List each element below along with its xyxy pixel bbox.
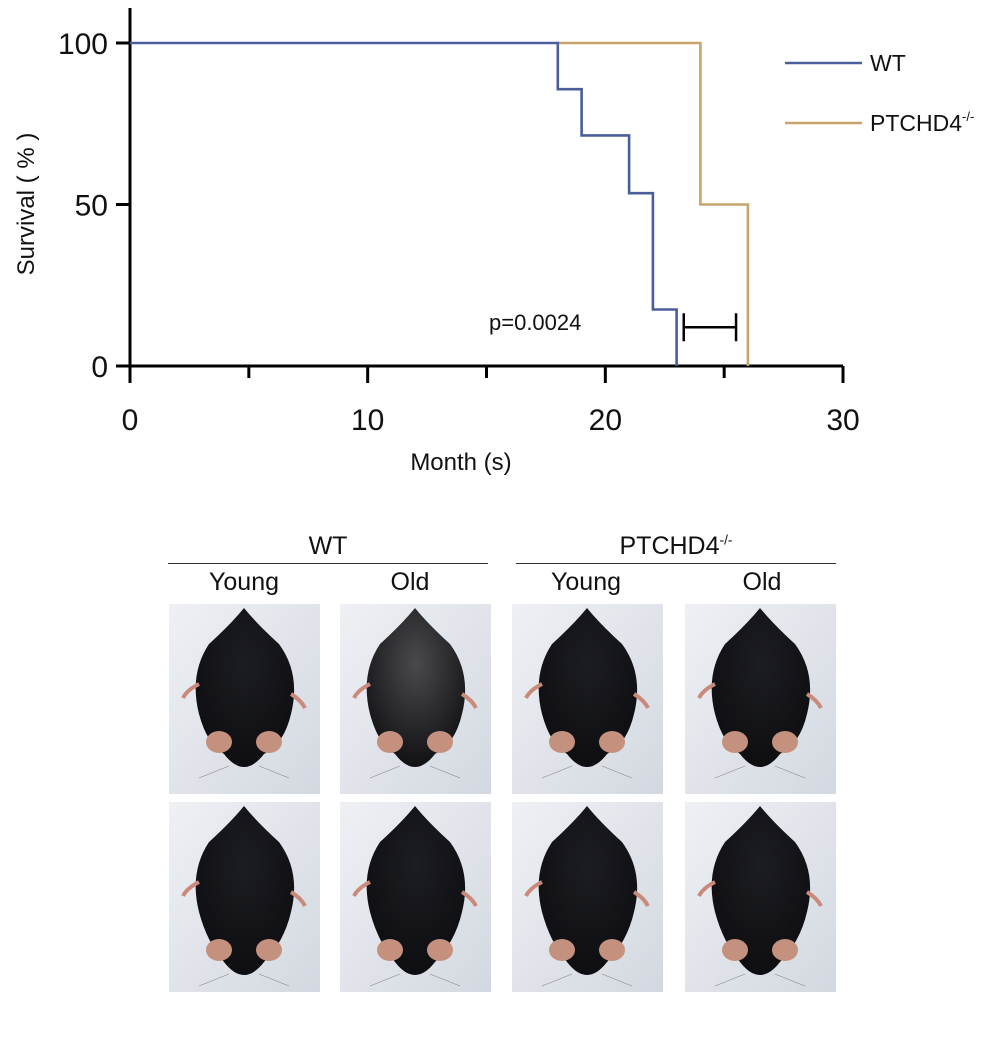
chart-axes: 0 50 100 0 10 20 30 — [58, 8, 860, 437]
group-rule-ptchd4 — [516, 563, 836, 564]
legend-label-1: PTCHD4-/- — [870, 109, 974, 136]
mouse-photo-1-1 — [169, 604, 320, 794]
x-tick-label-30: 30 — [826, 404, 859, 437]
mouse-photo-1-4 — [685, 604, 836, 794]
column-title-wt-old: Old — [390, 568, 430, 596]
y-tick-label-50: 50 — [75, 190, 108, 223]
y-axis-label: Survival ( % ) — [13, 133, 40, 276]
y-tick-label-100: 100 — [58, 28, 108, 61]
mouse-photo-1-3 — [512, 604, 663, 794]
column-title-ptchd4-old: Old — [742, 568, 782, 596]
mouse-photo-2-2 — [340, 802, 491, 992]
chart-legend: WT PTCHD4-/- — [785, 50, 974, 136]
mouse-photo-2-4 — [685, 802, 836, 992]
column-title-ptchd4-young: Young — [551, 568, 621, 596]
p-value-label: p=0.0024 — [489, 310, 581, 335]
mouse-photo-1-2 — [340, 604, 491, 794]
p-value-annotation: p=0.0024 — [489, 310, 738, 342]
mouse-photo-2-1 — [169, 802, 320, 992]
x-tick-label-20: 20 — [589, 404, 622, 437]
x-axis-label: Month (s) — [410, 449, 511, 476]
group-title-wt: WT — [168, 532, 488, 561]
series-line-0 — [130, 41, 678, 366]
mouse-photo-2-3 — [512, 802, 663, 992]
group-title-wt-text: WT — [308, 532, 348, 560]
chart-series — [130, 41, 750, 366]
group-title-ptchd4-text: PTCHD4 — [619, 532, 720, 560]
group-title-ptchd4: PTCHD4-/- — [516, 532, 836, 561]
y-tick-label-0: 0 — [91, 351, 108, 384]
group-rule-wt — [168, 563, 488, 564]
survival-chart: 0 50 100 0 10 20 30 Survival ( % ) Month (s) p… — [13, 8, 974, 476]
legend-label-0: WT — [870, 50, 906, 76]
group-title-ptchd4-sup: -/- — [719, 532, 733, 548]
column-title-wt-young: Young — [209, 568, 279, 596]
series-line-1 — [557, 41, 750, 366]
x-tick-label-10: 10 — [351, 404, 384, 437]
x-tick-label-0: 0 — [122, 404, 139, 437]
